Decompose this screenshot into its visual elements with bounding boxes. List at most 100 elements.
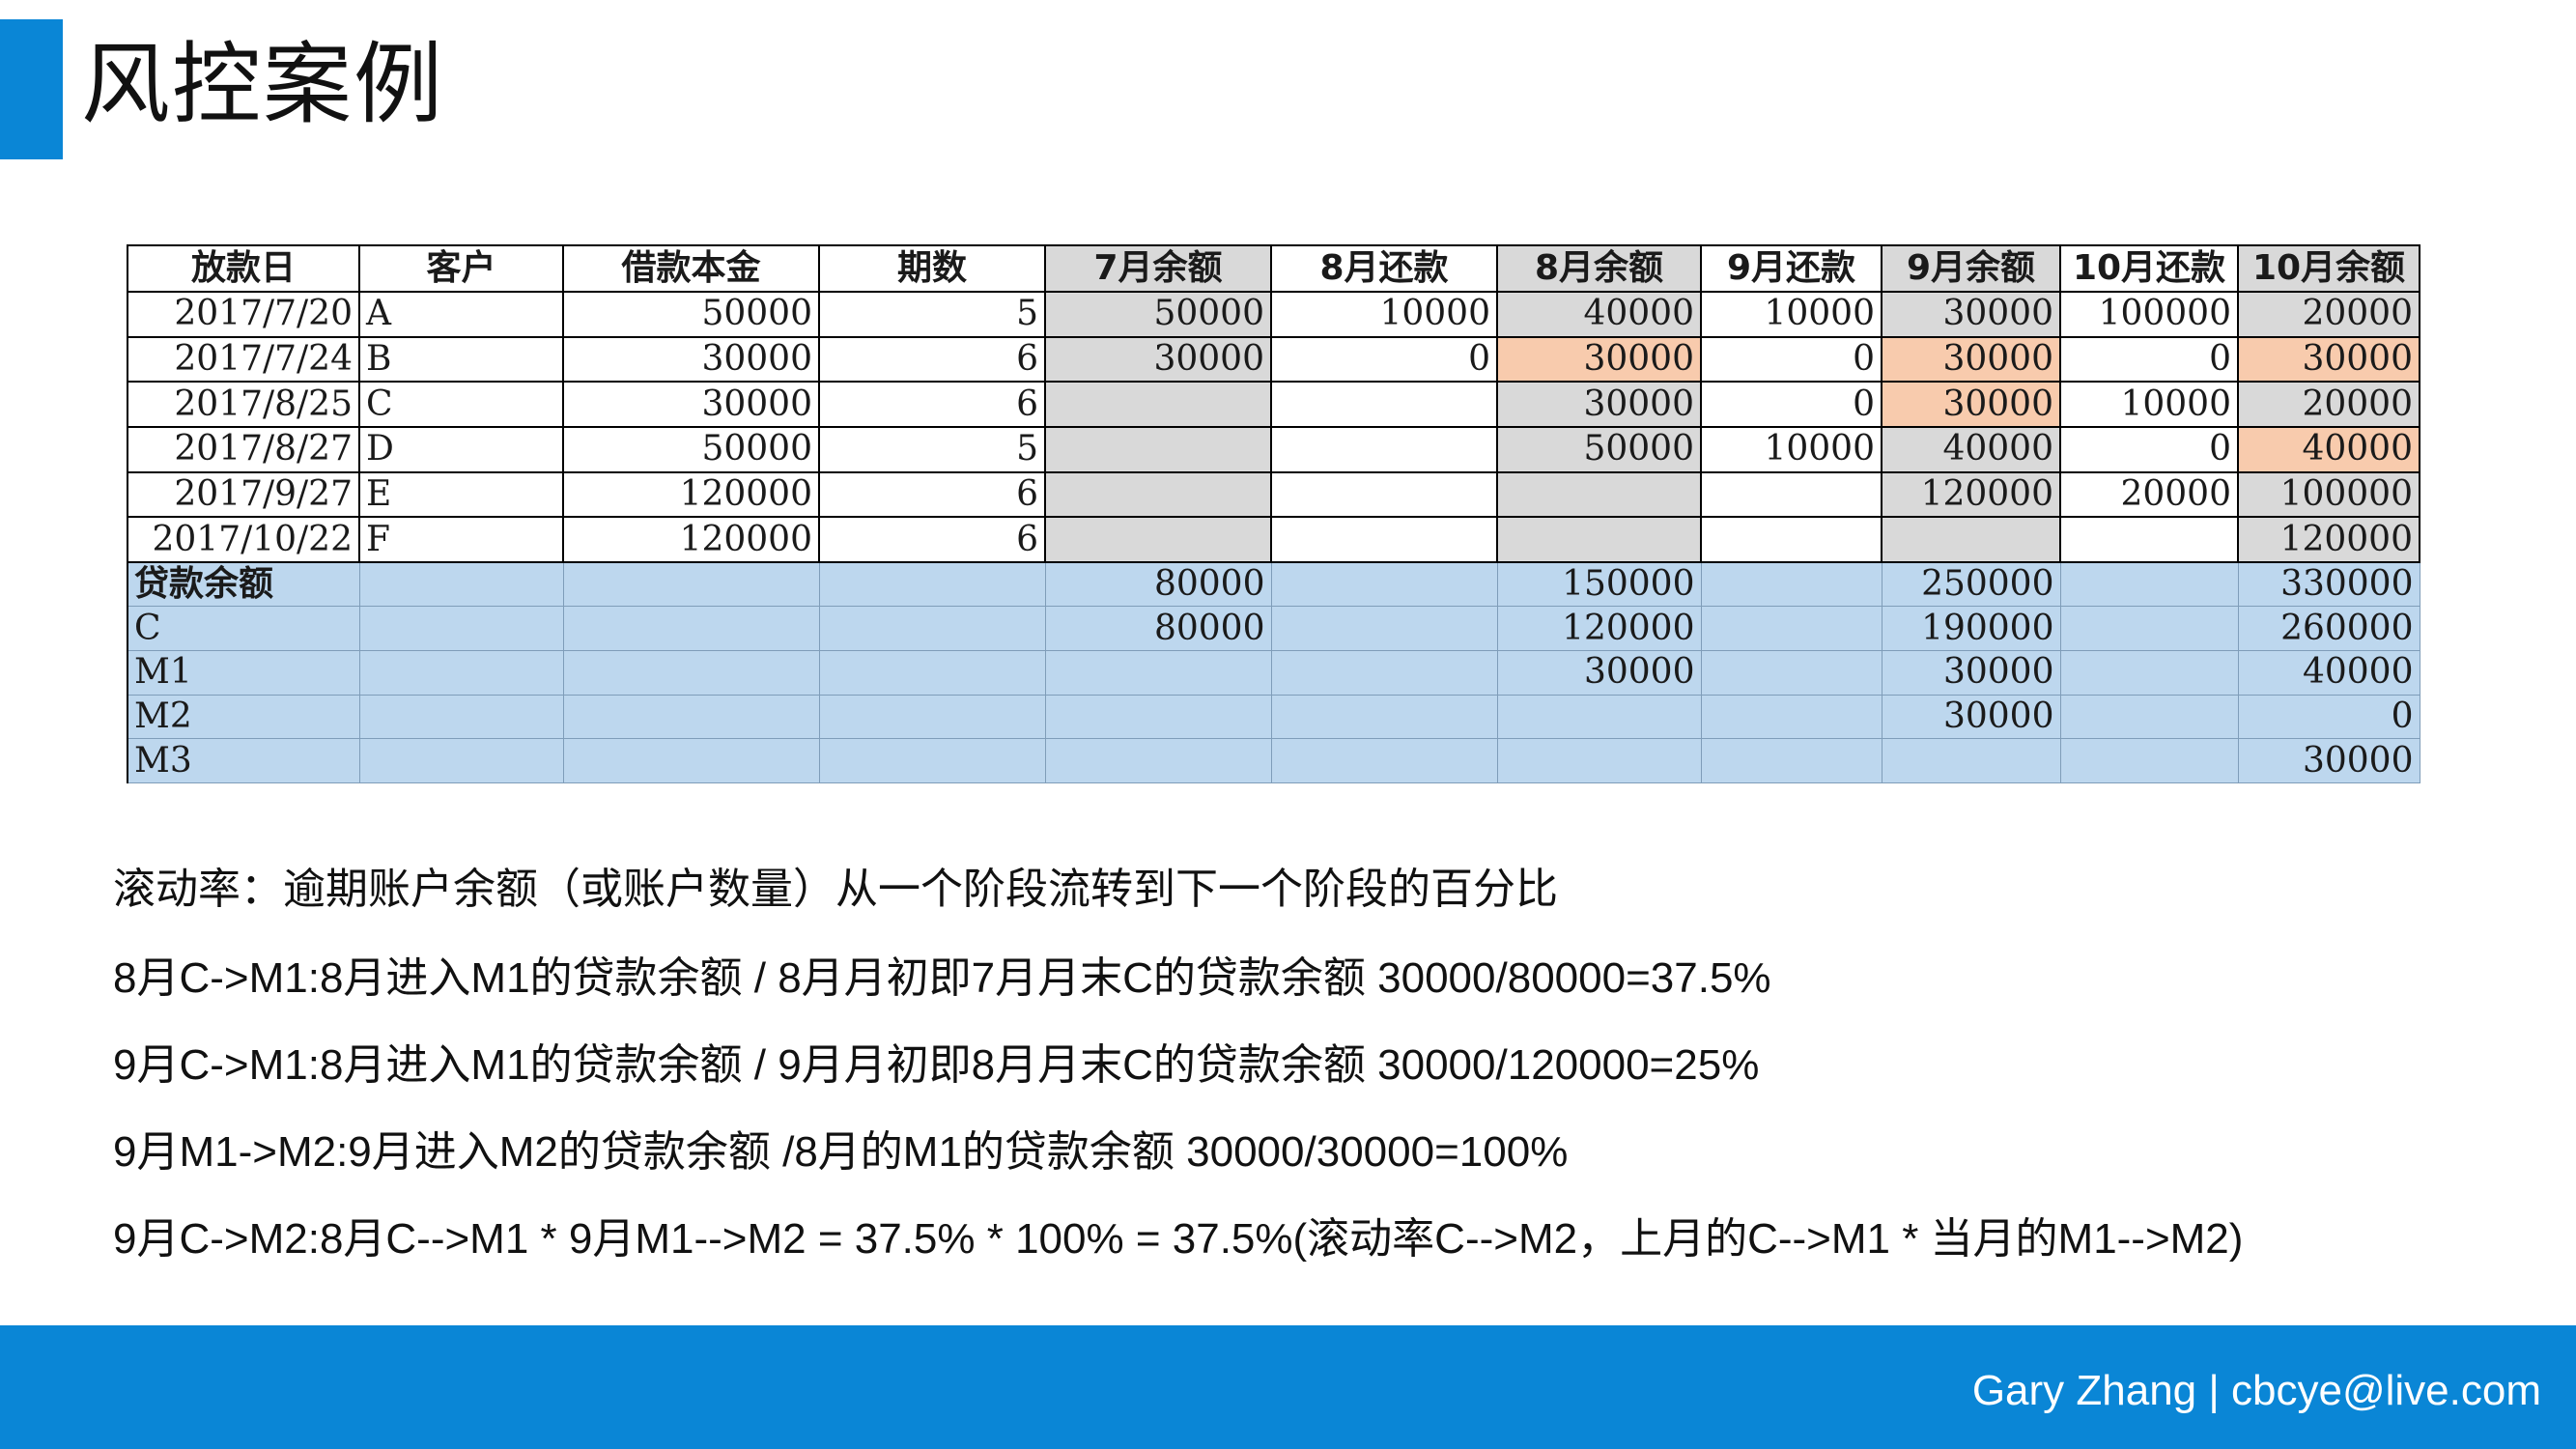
header-cell: 10月余额	[2237, 244, 2420, 293]
summary-row: M3 30000	[127, 738, 2420, 783]
table-cell	[1044, 470, 1272, 519]
table-cell: 120000	[1496, 606, 1702, 652]
table-cell	[818, 650, 1046, 696]
table-cell: 20000	[2237, 381, 2420, 428]
table-cell	[1700, 650, 1882, 696]
table-cell	[1270, 470, 1498, 519]
summary-row: C 80000 120000 190000 260000	[127, 606, 2420, 652]
table-cell	[2059, 650, 2239, 696]
table-cell	[1700, 738, 1882, 783]
table-cell: 40000	[2237, 425, 2420, 473]
table-cell: F	[358, 516, 564, 563]
table-cell	[818, 561, 1046, 608]
header-cell: 9月余额	[1881, 244, 2061, 293]
note-line: 8月C->M1:8月进入M1的贷款余额 / 8月月初即7月月末C的贷款余额 30…	[113, 954, 1771, 1002]
table-row: 2017/9/27 E 120000 6 120000 20000 100000	[127, 470, 2420, 519]
table-cell	[562, 650, 820, 696]
table-cell	[2059, 516, 2239, 563]
table-cell: 120000	[1881, 470, 2061, 519]
table-cell: 6	[818, 335, 1046, 384]
table-cell	[1700, 606, 1882, 652]
table-cell: 2017/8/25	[127, 381, 360, 428]
header-cell: 8月还款	[1270, 244, 1498, 293]
table-cell: 30000	[1881, 291, 2061, 338]
table-cell: 330000	[2237, 561, 2420, 608]
table-cell	[1881, 738, 2061, 783]
table-cell	[1700, 561, 1882, 608]
table-cell	[1496, 516, 1702, 563]
table-cell	[1270, 425, 1498, 473]
table-cell	[1270, 606, 1498, 652]
table-cell: 30000	[1496, 650, 1702, 696]
table-cell: 2017/8/27	[127, 425, 360, 473]
table-cell: 6	[818, 381, 1046, 428]
title-accent-bar	[0, 19, 63, 159]
table-cell: 10000	[1700, 291, 1882, 338]
table-cell	[1044, 650, 1272, 696]
table-cell: A	[358, 291, 564, 338]
table-cell: 5	[818, 291, 1046, 338]
table-cell	[818, 738, 1046, 783]
table-cell: 30000	[1496, 335, 1702, 384]
table-cell	[358, 694, 564, 740]
table-cell	[2059, 606, 2239, 652]
slide-title: 风控案例	[81, 33, 445, 136]
table-cell	[818, 606, 1046, 652]
table-cell: 50000	[1496, 425, 1702, 473]
table-cell: B	[358, 335, 564, 384]
table-cell: 30000	[1044, 335, 1272, 384]
table-row: 2017/10/22 F 120000 6 120000	[127, 516, 2420, 563]
table-cell: 10000	[2059, 381, 2239, 428]
footer-credit: Gary Zhang | cbcye@live.com	[1971, 1367, 2541, 1414]
table-cell: C	[358, 381, 564, 428]
footer-bar: Gary Zhang | cbcye@live.com	[0, 1325, 2576, 1449]
table-cell: 6	[818, 470, 1046, 519]
table-cell: 0	[2059, 425, 2239, 473]
table-cell: 2017/7/24	[127, 335, 360, 384]
table-cell: 150000	[1496, 561, 1702, 608]
table-cell	[1270, 650, 1498, 696]
table-cell	[2059, 694, 2239, 740]
table-cell: 40000	[1496, 291, 1702, 338]
summary-label: 贷款余额	[127, 561, 360, 608]
table-cell	[1700, 694, 1882, 740]
table-cell: 10000	[1270, 291, 1498, 338]
table-cell: 120000	[2237, 516, 2420, 563]
header-cell: 借款本金	[562, 244, 820, 293]
table-cell: 20000	[2059, 470, 2239, 519]
table-cell: 30000	[2237, 738, 2420, 783]
table-cell	[2059, 738, 2239, 783]
table-cell: 80000	[1044, 606, 1272, 652]
summary-row: 贷款余额 80000 150000 250000 330000	[127, 561, 2420, 608]
table-header-row: 放款日 客户 借款本金 期数 7月余额 8月还款 8月余额 9月还款 9月余额 …	[127, 244, 2420, 293]
table-cell	[1270, 561, 1498, 608]
table-cell: 50000	[562, 291, 820, 338]
header-cell: 7月余额	[1044, 244, 1272, 293]
table-cell: 2017/9/27	[127, 470, 360, 519]
table-cell	[1044, 738, 1272, 783]
table-cell	[1496, 738, 1702, 783]
table-cell: 5	[818, 425, 1046, 473]
table-cell	[1881, 516, 2061, 563]
summary-label: M3	[127, 738, 360, 783]
table-cell	[562, 606, 820, 652]
table-cell: 120000	[562, 470, 820, 519]
table-cell	[1496, 470, 1702, 519]
table-cell	[358, 650, 564, 696]
table-cell: E	[358, 470, 564, 519]
table-row: 2017/8/27 D 50000 5 50000 10000 40000 0 …	[127, 425, 2420, 473]
note-definition: 滚动率：逾期账户余额（或账户数量）从一个阶段流转到下一个阶段的百分比	[113, 866, 1558, 913]
summary-row: M1 30000 30000 40000	[127, 650, 2420, 696]
table-cell: 30000	[562, 381, 820, 428]
table-cell: 40000	[2237, 650, 2420, 696]
table-cell	[562, 694, 820, 740]
header-cell: 放款日	[127, 244, 360, 293]
table-cell	[1044, 381, 1272, 428]
table-cell: 260000	[2237, 606, 2420, 652]
table-cell: 0	[1700, 335, 1882, 384]
table-cell: 6	[818, 516, 1046, 563]
table-cell	[1700, 516, 1882, 563]
table-cell: 0	[1270, 335, 1498, 384]
table-cell: 30000	[2237, 335, 2420, 384]
table-cell: 30000	[1881, 694, 2061, 740]
